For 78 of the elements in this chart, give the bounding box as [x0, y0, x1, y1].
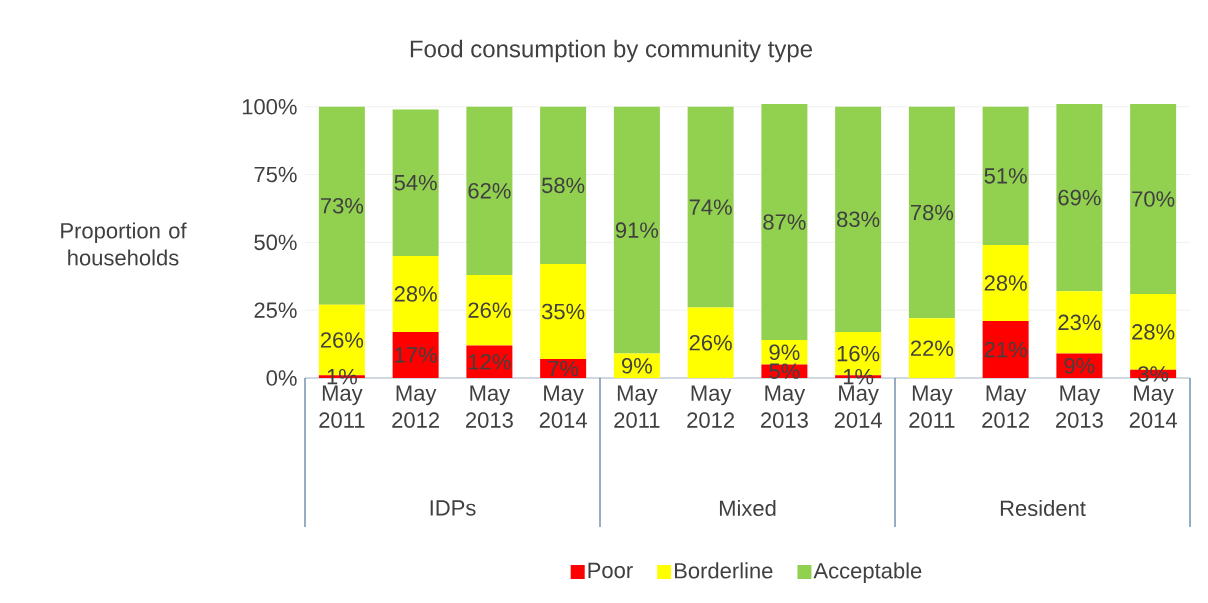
data-label: 78%: [911, 204, 954, 221]
data-label: 87%: [763, 214, 806, 230]
bar: [540, 264, 587, 360]
x-tick-label: May 2014: [1129, 385, 1177, 428]
x-tick-label: May 2011: [319, 385, 365, 428]
bar: [835, 106, 882, 332]
y-tick-label: 100%: [242, 98, 297, 115]
y-tick-label: 75%: [254, 166, 297, 183]
data-label: 1%: [843, 368, 874, 385]
x-tick-label: May 2012: [392, 385, 439, 428]
data-label: 26%: [320, 332, 364, 348]
bar: [392, 331, 439, 378]
x-tick-label: May 2013: [1056, 385, 1103, 428]
data-label: 12%: [469, 353, 511, 370]
data-label: 54%: [394, 174, 437, 191]
data-label: 69%: [1058, 189, 1101, 206]
x-tick-label: May 2011: [909, 385, 955, 428]
x-tick-label: May 2014: [834, 385, 882, 428]
text: IDPs: [430, 500, 476, 516]
bar: [466, 106, 513, 275]
bar: [613, 106, 660, 354]
chart-title: Food consumption by community type: [410, 39, 812, 63]
bar: [1056, 291, 1103, 354]
data-label: 58%: [541, 177, 585, 194]
y-tick-label: 50%: [254, 234, 297, 251]
data-label: 21%: [984, 341, 1027, 358]
data-label: 74%: [689, 199, 732, 215]
data-label: 9%: [769, 344, 800, 361]
y-tick-label: 25%: [254, 302, 297, 318]
bar: [908, 318, 955, 378]
legend-label: Acceptable: [813, 562, 922, 583]
data-label: 28%: [394, 286, 437, 302]
data-label: 51%: [984, 168, 1027, 184]
x-tick-label: May 2013: [466, 385, 513, 428]
bar: [982, 321, 1029, 378]
data-label: 83%: [837, 211, 880, 228]
bar: [687, 307, 734, 378]
data-label: 16%: [837, 345, 880, 362]
data-label: 70%: [1132, 191, 1175, 207]
legend-label: Borderline: [674, 562, 773, 579]
x-tick-label: May 2013: [761, 385, 808, 428]
bar: [392, 109, 439, 256]
bar: [540, 106, 587, 265]
x-tick-label: May 2012: [687, 385, 734, 428]
bar: [982, 245, 1029, 322]
bar: [1130, 104, 1177, 294]
bar: [982, 106, 1029, 246]
data-label: 28%: [984, 275, 1027, 291]
text: Resident: [1000, 499, 1086, 517]
data-label: 35%: [541, 303, 585, 320]
bar: [466, 274, 513, 346]
x-tick-label: May 2011: [614, 385, 660, 428]
data-label: 26%: [468, 302, 511, 318]
y-axis-title: Proportion of households: [61, 222, 187, 266]
bar: [687, 106, 734, 308]
data-label: 5%: [769, 363, 800, 379]
bar: [318, 106, 365, 305]
legend-label: Poor: [588, 562, 633, 579]
data-label: 91%: [615, 222, 659, 238]
data-label: 23%: [1058, 314, 1101, 331]
bar: [1056, 104, 1103, 292]
data-label: 17%: [395, 347, 437, 363]
data-label: 22%: [910, 340, 954, 356]
data-label: 7%: [548, 360, 579, 377]
data-label: 62%: [468, 183, 511, 199]
y-tick-label: 0%: [266, 370, 297, 386]
data-label: 28%: [1132, 324, 1175, 340]
data-label: 73%: [320, 197, 364, 214]
text: Mixed: [719, 499, 776, 517]
x-tick-label: May 2014: [539, 385, 587, 428]
data-label: 9%: [1064, 357, 1095, 374]
data-label: 26%: [689, 334, 732, 351]
bar: [761, 104, 808, 341]
data-label: 1%: [327, 368, 357, 385]
x-tick-label: May 2012: [982, 385, 1029, 428]
data-label: 9%: [622, 357, 652, 374]
bar: [908, 106, 955, 319]
bar: [392, 255, 439, 332]
